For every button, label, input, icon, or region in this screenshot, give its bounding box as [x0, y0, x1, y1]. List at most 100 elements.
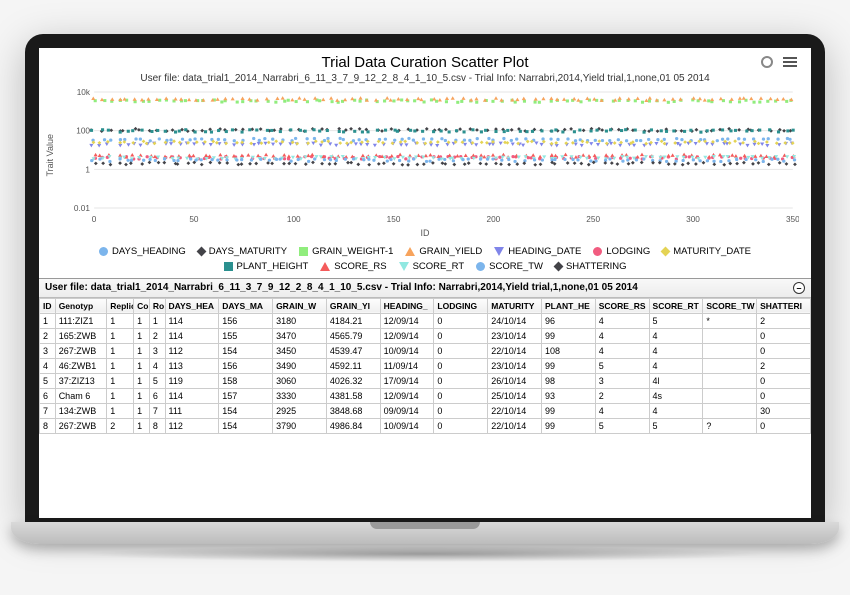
table-cell: 3848.68 [326, 403, 380, 418]
column-header[interactable]: SHATTERI [757, 298, 811, 313]
table-cell: 114 [165, 313, 219, 328]
column-header[interactable]: Replic [107, 298, 134, 313]
column-header[interactable]: HEADING_ [380, 298, 434, 313]
table-cell: 1 [134, 328, 150, 343]
table-cell: 1 [134, 418, 150, 433]
table-row[interactable]: 3267:ZWB11311215434504539.4710/09/14022/… [40, 343, 811, 358]
table-cell: 4592.11 [326, 358, 380, 373]
svg-text:150: 150 [387, 215, 401, 224]
table-cell: 0 [757, 328, 811, 343]
chart-subtitle: User file: data_trial1_2014_Narrabri_6_1… [69, 73, 781, 84]
column-header[interactable]: SCORE_TW [703, 298, 757, 313]
table-cell: 12/09/14 [380, 388, 434, 403]
column-header[interactable]: Co [134, 298, 150, 313]
legend-item[interactable]: PLANT_HEIGHT [224, 261, 309, 272]
legend-label: GRAIN_YIELD [419, 246, 482, 257]
column-header[interactable]: SCORE_RT [649, 298, 703, 313]
table-cell: 3 [40, 343, 56, 358]
column-header[interactable]: Ro [149, 298, 165, 313]
table-cell: 22/10/14 [488, 343, 542, 358]
table-cell: 5 [649, 313, 703, 328]
chart-menu-icon[interactable] [783, 57, 797, 67]
table-cell: 2 [595, 388, 649, 403]
legend-item[interactable]: GRAIN_WEIGHT-1 [299, 246, 393, 257]
table-cell: 4986.84 [326, 418, 380, 433]
legend-item[interactable]: SCORE_TW [476, 261, 543, 272]
chart-title: Trial Data Curation Scatter Plot [69, 54, 781, 71]
legend-label: LODGING [606, 246, 650, 257]
collapse-button[interactable]: – [793, 282, 805, 294]
column-header[interactable]: MATURITY [488, 298, 542, 313]
chart-header: Trial Data Curation Scatter Plot User fi… [39, 48, 811, 86]
table-row[interactable]: 446:ZWB111411315634904592.1111/09/14023/… [40, 358, 811, 373]
table-cell: 0 [434, 373, 488, 388]
legend-item[interactable]: DAYS_HEADING [99, 246, 186, 257]
table-cell: 98 [541, 373, 595, 388]
table-cell: 4565.79 [326, 328, 380, 343]
column-header[interactable]: GRAIN_W [273, 298, 327, 313]
column-header[interactable]: ID [40, 298, 56, 313]
table-cell: 99 [541, 403, 595, 418]
table-cell: 3490 [273, 358, 327, 373]
table-cell: 4 [595, 313, 649, 328]
legend-item[interactable]: SHATTERING [555, 261, 627, 272]
legend-item[interactable]: SCORE_RS [320, 261, 386, 272]
table-cell: 7 [149, 403, 165, 418]
chart-area[interactable]: Trait Value 0.01110010k05010015020025030… [39, 86, 811, 226]
table-row[interactable]: 6Cham 611611415733304381.5812/09/14025/1… [40, 388, 811, 403]
legend-item[interactable]: MATURITY_DATE [662, 246, 751, 257]
table-cell: 2 [149, 328, 165, 343]
table-row[interactable]: 8267:ZWB21811215437904986.8410/09/14022/… [40, 418, 811, 433]
table-cell: 108 [541, 343, 595, 358]
table-cell: 37:ZIZ13 [55, 373, 107, 388]
table-row[interactable]: 1111:ZIZ111111415631804184.2112/09/14024… [40, 313, 811, 328]
table-cell: 0 [434, 328, 488, 343]
legend-item[interactable]: HEADING_DATE [494, 246, 581, 257]
table-cell: 1 [107, 403, 134, 418]
table-cell: 113 [165, 358, 219, 373]
table-cell: 5 [40, 373, 56, 388]
svg-text:0.01: 0.01 [74, 204, 91, 213]
column-header[interactable]: PLANT_HE [541, 298, 595, 313]
table-cell: * [703, 313, 757, 328]
table-cell: 12/09/14 [380, 328, 434, 343]
table-cell: 4381.58 [326, 388, 380, 403]
laptop-frame: Trial Data Curation Scatter Plot User fi… [25, 34, 825, 562]
legend-label: DAYS_HEADING [112, 246, 186, 257]
table-cell: 1 [40, 313, 56, 328]
column-header[interactable]: GRAIN_YI [326, 298, 380, 313]
table-cell: 46:ZWB1 [55, 358, 107, 373]
legend-item[interactable]: SCORE_RT [399, 261, 465, 272]
laptop-shadow [81, 546, 769, 562]
column-header[interactable]: DAYS_MA [219, 298, 273, 313]
table-cell: 24/10/14 [488, 313, 542, 328]
svg-text:1: 1 [85, 165, 90, 174]
legend-item[interactable]: GRAIN_YIELD [405, 246, 482, 257]
chart-legend[interactable]: DAYS_HEADING DAYS_MATURITY GRAIN_WEIGHT-1 G… [39, 242, 811, 278]
table-cell: 1 [134, 358, 150, 373]
data-table[interactable]: IDGenotypReplicCoRoDAYS_HEADAYS_MAGRAIN_… [39, 298, 811, 434]
table-row[interactable]: 2165:ZWB11211415534704565.7912/09/14023/… [40, 328, 811, 343]
svg-text:200: 200 [487, 215, 501, 224]
table-row[interactable]: 537:ZIZ1311511915830604026.3217/09/14026… [40, 373, 811, 388]
table-cell: 2 [757, 313, 811, 328]
table-cell: 2 [757, 358, 811, 373]
table-cell: 154 [219, 403, 273, 418]
table-row[interactable]: 7134:ZWB11711115429253848.6809/09/14022/… [40, 403, 811, 418]
legend-item[interactable]: LODGING [593, 246, 650, 257]
column-header[interactable]: Genotyp [55, 298, 107, 313]
column-header[interactable]: LODGING [434, 298, 488, 313]
table-cell: 22/10/14 [488, 418, 542, 433]
scatter-plot[interactable]: 0.01110010k050100150200250300350 [57, 86, 799, 226]
loading-icon [761, 56, 773, 68]
column-header[interactable]: DAYS_HEA [165, 298, 219, 313]
legend-label: DAYS_MATURITY [209, 246, 287, 257]
column-header[interactable]: SCORE_RS [595, 298, 649, 313]
legend-label: SCORE_RT [413, 261, 465, 272]
table-cell: 165:ZWB [55, 328, 107, 343]
legend-item[interactable]: DAYS_MATURITY [198, 246, 287, 257]
table-cell: 8 [149, 418, 165, 433]
table-cell: 5 [149, 373, 165, 388]
legend-label: MATURITY_DATE [673, 246, 751, 257]
table-cell: 96 [541, 313, 595, 328]
